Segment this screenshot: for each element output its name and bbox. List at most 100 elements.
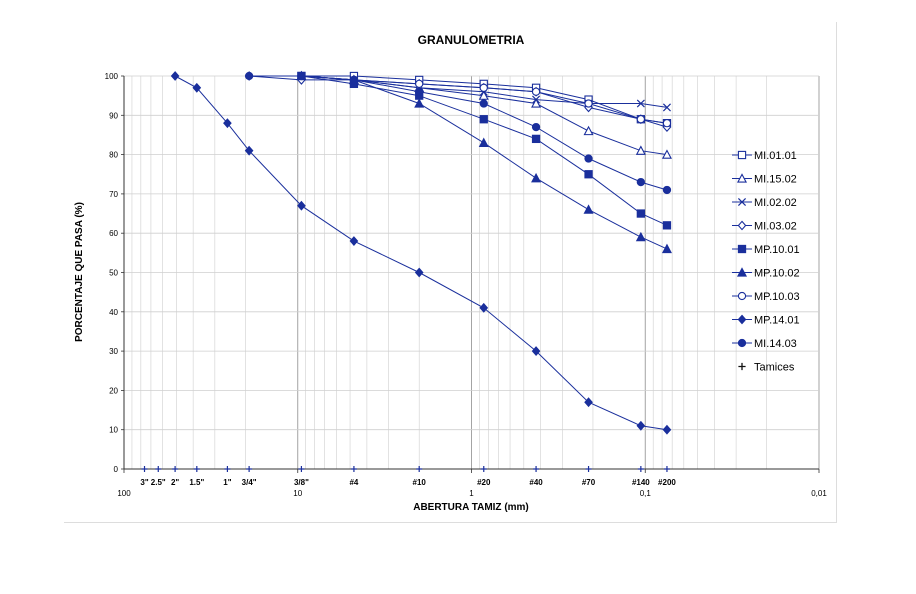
data-point <box>479 302 489 313</box>
y-tick-label: 20 <box>109 386 118 395</box>
data-point <box>636 177 646 187</box>
data-point <box>583 125 594 136</box>
x-axis-label: ABERTURA TAMIZ (mm) <box>413 502 529 513</box>
y-tick-label: 80 <box>109 151 118 160</box>
legend-label: MI.14.03 <box>754 338 797 350</box>
data-point <box>662 424 672 435</box>
sieve-marker <box>193 466 200 472</box>
data-point <box>531 172 542 183</box>
series-line-mi-03-02 <box>249 75 668 128</box>
legend-marker <box>737 220 747 231</box>
chart-title: GRANULOMETRIA <box>418 33 525 47</box>
data-point <box>662 221 672 230</box>
data-point <box>414 98 425 108</box>
data-point <box>244 71 254 81</box>
sieve-marker <box>172 466 179 472</box>
data-point <box>479 83 488 92</box>
data-point <box>531 134 541 144</box>
data-point <box>636 115 646 124</box>
chart-area: 0 10 20 30 40 50 60 70 80 90 100 100 10 1 0,1 0,01 3" 2.5… <box>64 22 837 523</box>
data-point <box>635 231 646 242</box>
data-point <box>349 236 359 246</box>
legend-marker <box>737 291 747 301</box>
sieve-marker <box>246 466 253 472</box>
y-tick-label: 90 <box>109 111 118 120</box>
legend-marker <box>736 267 748 277</box>
sieve-label: 1" <box>223 478 231 487</box>
sieve-marker <box>224 466 231 472</box>
data-point <box>661 149 672 159</box>
data-point <box>662 103 671 112</box>
sieve-marker <box>350 466 357 472</box>
sieve-marker <box>585 466 592 472</box>
sieve-label: 2.5" <box>151 478 166 487</box>
data-point <box>584 99 593 108</box>
sieve-marker <box>533 466 540 472</box>
sieve-marker <box>298 466 305 472</box>
legend-marker <box>737 244 747 254</box>
series-line-mi-02-02 <box>301 75 668 108</box>
y-tick-label: 60 <box>109 229 118 238</box>
data-point <box>244 145 254 156</box>
y-tick-label: 10 <box>109 426 118 435</box>
y-tick-label: 100 <box>105 72 119 81</box>
data-point <box>584 397 593 408</box>
y-tick-label: 30 <box>109 347 118 356</box>
sieve-label: 1.5" <box>189 478 204 487</box>
data-point <box>531 122 541 132</box>
legend-label: Tamices <box>754 362 795 374</box>
series-line-mp-10-01 <box>301 75 668 226</box>
legend-label: MI.15.02 <box>754 174 797 186</box>
series-line-mp-14-01 <box>174 75 668 431</box>
data-point <box>223 118 232 129</box>
data-point <box>479 115 488 124</box>
sieve-label: 2" <box>171 478 179 487</box>
legend-label: MP.10.01 <box>754 244 800 256</box>
data-point <box>478 90 489 100</box>
data-point <box>584 154 593 163</box>
sieve-label: 3/8" <box>294 478 309 487</box>
sieve-label: #140 <box>632 478 650 487</box>
data-point <box>636 99 645 108</box>
legend-label: MI.01.01 <box>754 150 797 162</box>
x-tick-label: 100 <box>117 489 131 498</box>
sieve-label: 3/4" <box>242 478 257 487</box>
x-tick-label: 1 <box>469 489 474 498</box>
data-point <box>349 75 359 85</box>
data-point <box>192 82 202 93</box>
data-point <box>636 209 646 218</box>
data-point <box>531 87 541 96</box>
sieve-marker <box>480 466 487 472</box>
data-point <box>478 137 489 147</box>
legend-marker <box>737 197 747 207</box>
data-point <box>662 185 672 195</box>
x-tick-label: 0,1 <box>640 489 652 498</box>
x-tick-label: 0,01 <box>811 489 827 498</box>
y-tick-label: 70 <box>109 190 118 199</box>
legend-label: MI.02.02 <box>754 197 797 209</box>
legend-label: MP.10.03 <box>754 291 800 303</box>
legend-marker <box>737 150 747 160</box>
sieve-label: 3" <box>140 478 148 487</box>
data-point <box>584 170 593 179</box>
legend-label: MP.14.01 <box>754 315 800 327</box>
series-line-mp-10-02 <box>301 75 668 250</box>
data-point <box>479 99 488 108</box>
legend-label: MI.03.02 <box>754 221 797 233</box>
legend-label: MP.10.02 <box>754 268 800 280</box>
series-line-mi-01-01 <box>301 75 668 124</box>
data-point <box>170 71 180 81</box>
data-point <box>297 71 306 81</box>
sieve-label: #4 <box>349 478 358 487</box>
legend-marker <box>736 173 748 183</box>
sieve-marker <box>416 466 423 472</box>
sieve-marker <box>663 466 670 472</box>
data-point <box>531 98 542 108</box>
data-point <box>532 95 541 104</box>
sieve-label: #20 <box>477 478 491 487</box>
sieve-marker <box>637 466 644 472</box>
data-point <box>583 204 594 214</box>
legend-marker <box>737 338 747 348</box>
data-point <box>531 346 541 357</box>
data-point <box>661 243 672 254</box>
